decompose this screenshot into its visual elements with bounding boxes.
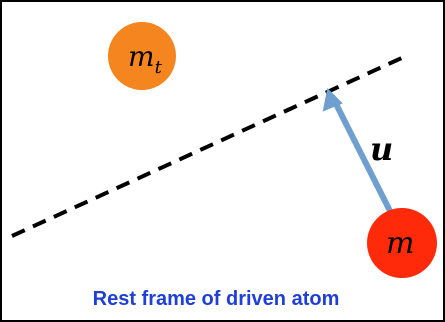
target-atom-label-subscript: t [155, 57, 163, 78]
driven-atom-label: m [386, 226, 414, 261]
diagram-caption: Rest frame of driven atom [93, 288, 340, 310]
trajectory-dashed-line [11, 54, 407, 238]
vector-label-u: u [370, 130, 393, 168]
velocity-vector-arrow [329, 94, 394, 215]
velocity-arrowhead [322, 87, 343, 112]
driven-atom-circle [367, 208, 437, 278]
target-atom-circle [108, 22, 176, 90]
target-atom-label-base: m [128, 40, 155, 73]
target-atom-label: mt [128, 40, 163, 78]
